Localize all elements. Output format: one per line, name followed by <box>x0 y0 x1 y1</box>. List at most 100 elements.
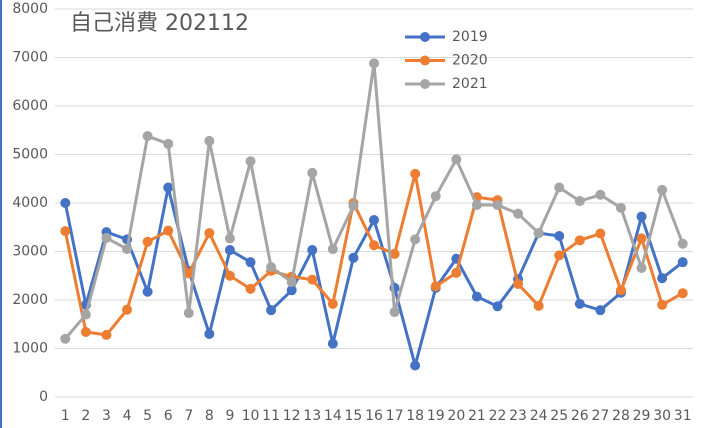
data-point <box>451 154 462 165</box>
legend-label: 2021 <box>452 76 488 92</box>
x-tick-label: 5 <box>143 408 152 424</box>
data-point <box>657 273 668 284</box>
data-point <box>60 198 71 208</box>
data-point <box>389 248 400 259</box>
x-tick-label: 4 <box>123 408 132 424</box>
data-point <box>513 208 524 219</box>
x-tick-label: 9 <box>225 408 234 424</box>
y-tick-label: 7000 <box>12 50 48 66</box>
x-tick-label: 10 <box>242 408 260 424</box>
data-point <box>327 338 338 349</box>
data-point <box>183 268 194 279</box>
data-point <box>574 196 585 207</box>
data-point <box>471 291 482 302</box>
x-tick-label: 21 <box>468 408 486 424</box>
x-tick-label: 24 <box>530 408 548 424</box>
data-point <box>410 168 421 179</box>
data-point <box>142 236 153 247</box>
x-tick-label: 11 <box>262 408 280 424</box>
x-tick-label: 20 <box>447 408 465 424</box>
data-point <box>245 283 256 294</box>
data-point <box>245 257 256 268</box>
data-point <box>101 232 112 243</box>
legend-label: 2019 <box>452 29 488 45</box>
data-point <box>327 298 338 309</box>
data-point <box>451 267 462 278</box>
data-point <box>348 200 359 211</box>
x-tick-label: 2 <box>81 408 90 424</box>
x-tick-label: 15 <box>345 408 363 424</box>
data-point <box>307 245 318 256</box>
data-point <box>224 233 235 244</box>
data-point <box>142 286 153 297</box>
x-tick-label: 18 <box>406 408 424 424</box>
y-tick-label: 6000 <box>12 98 48 114</box>
data-point <box>533 228 544 239</box>
x-tick-label: 23 <box>509 408 527 424</box>
data-point <box>163 225 174 236</box>
data-point <box>554 250 565 261</box>
legend-marker <box>420 32 430 42</box>
y-tick-label: 5000 <box>12 147 48 163</box>
y-tick-label: 0 <box>39 389 48 405</box>
x-tick-label: 25 <box>550 408 568 424</box>
data-point <box>163 182 174 193</box>
x-tick-label: 1 <box>61 408 70 424</box>
data-point <box>657 299 668 310</box>
data-point <box>122 244 133 255</box>
x-tick-label: 7 <box>184 408 193 424</box>
data-point <box>60 333 71 344</box>
x-tick-label: 14 <box>324 408 342 424</box>
data-point <box>554 230 565 241</box>
data-point <box>204 328 215 339</box>
x-tick-label: 27 <box>591 408 609 424</box>
y-tick-label: 8000 <box>12 1 48 17</box>
data-point <box>554 182 565 193</box>
data-point <box>595 305 606 316</box>
x-tick-label: 8 <box>205 408 214 424</box>
data-point <box>369 58 379 69</box>
x-tick-label: 29 <box>633 408 651 424</box>
data-point <box>307 274 318 285</box>
data-point <box>204 228 215 239</box>
y-tick-label: 4000 <box>12 195 48 211</box>
data-point <box>657 184 668 195</box>
data-point <box>636 233 647 244</box>
data-point <box>286 285 297 296</box>
data-point <box>327 244 338 255</box>
legend-marker <box>420 55 430 66</box>
data-point <box>574 298 585 309</box>
data-point <box>183 308 194 319</box>
data-point <box>595 189 606 200</box>
x-tick-label: 3 <box>102 408 111 424</box>
x-tick-label: 17 <box>386 408 404 424</box>
data-point <box>636 211 647 222</box>
y-tick-label: 1000 <box>12 341 48 357</box>
data-point <box>80 309 91 320</box>
data-point <box>492 199 503 210</box>
data-point <box>369 214 379 225</box>
data-point <box>60 226 71 237</box>
data-point <box>492 301 503 312</box>
data-point <box>142 131 153 142</box>
data-point <box>369 240 379 251</box>
data-point <box>224 270 235 281</box>
data-point <box>101 329 112 340</box>
data-point <box>410 360 421 371</box>
data-point <box>430 191 441 202</box>
x-tick-label: 28 <box>612 408 630 424</box>
chart-title: 自己消費 202112 <box>70 11 249 36</box>
y-tick-label: 3000 <box>12 244 48 260</box>
data-point <box>122 304 133 315</box>
x-tick-label: 30 <box>653 408 671 424</box>
data-point <box>286 277 297 288</box>
data-point <box>677 288 688 299</box>
data-point <box>513 278 524 289</box>
data-point <box>636 262 647 273</box>
x-tick-label: 22 <box>489 408 507 424</box>
data-point <box>224 245 235 256</box>
data-point <box>266 305 277 316</box>
data-point <box>615 202 626 213</box>
data-point <box>471 199 482 210</box>
x-tick-label: 16 <box>365 408 383 424</box>
